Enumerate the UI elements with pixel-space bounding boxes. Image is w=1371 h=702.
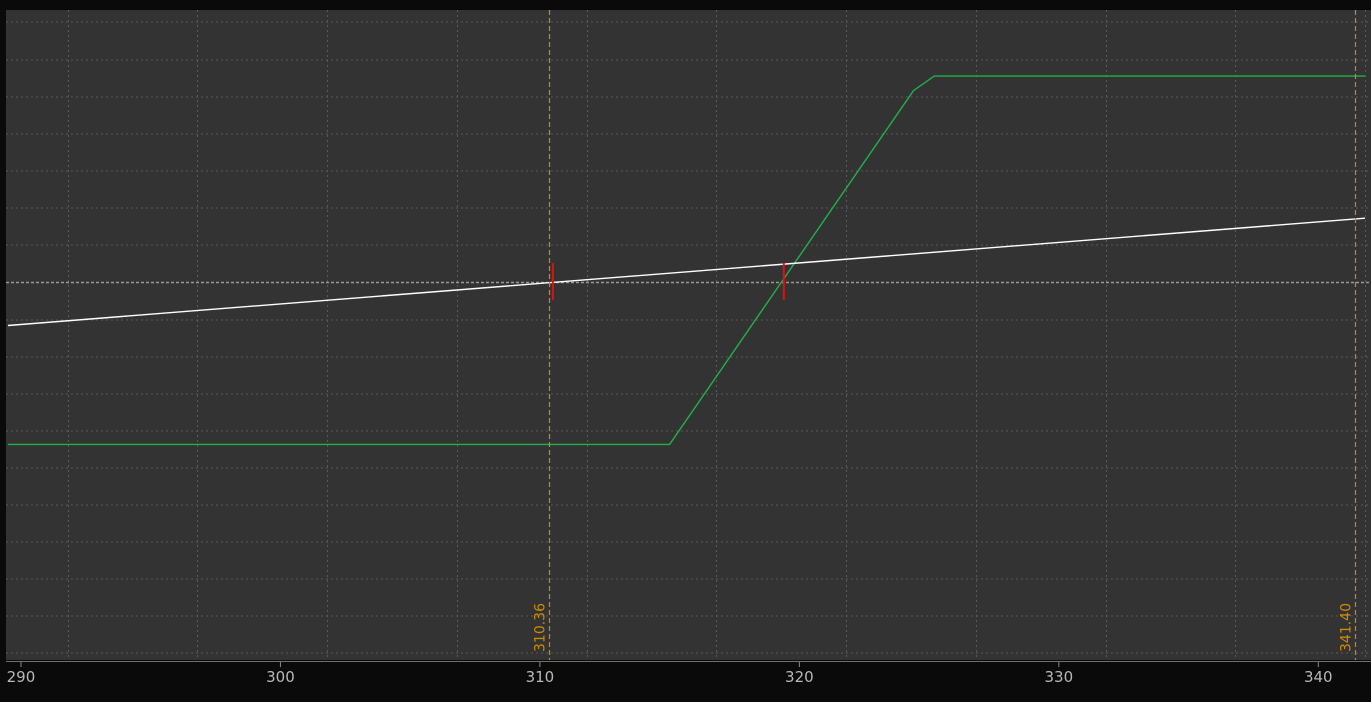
marker-label-2: 341.40 [1339, 603, 1355, 652]
crossing-group [551, 263, 785, 300]
x-tick-label-290: 290 [7, 668, 36, 686]
plot-area [6, 10, 1371, 660]
series-line-2 [7, 217, 1366, 327]
marker-group: 310.36 341.40 [533, 10, 1357, 660]
x-axis-band [0, 662, 1371, 702]
x-tick-label-300: 300 [266, 668, 295, 686]
x-tick-label-310: 310 [526, 668, 555, 686]
grid-lines [6, 10, 1371, 660]
x-axis-ticks: 290 300 310 320 330 340 [6, 661, 1371, 686]
series-line-1 [8, 75, 1365, 446]
x-tick-label-340: 340 [1304, 668, 1333, 686]
x-tick-label-330: 330 [1045, 668, 1074, 686]
x-tick-label-320: 320 [785, 668, 814, 686]
series-group [7, 75, 1366, 446]
marker-label-1: 310.36 [533, 603, 549, 652]
